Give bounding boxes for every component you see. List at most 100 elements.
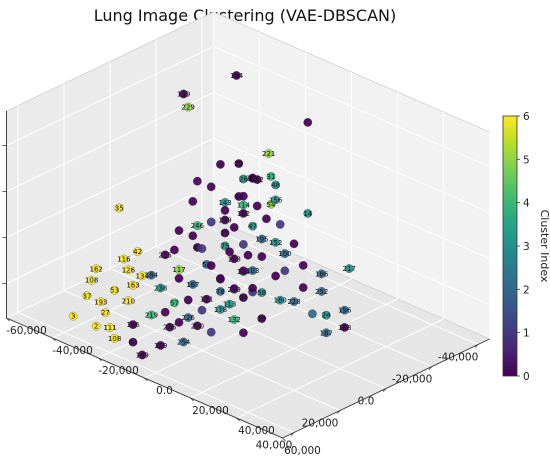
colorbar-tick-label: 2 <box>523 284 530 296</box>
point-label: 215 <box>159 251 172 259</box>
y-tick-mark <box>290 432 295 436</box>
data-point <box>128 337 138 347</box>
point-label: 94 <box>239 294 248 302</box>
point-label: 35 <box>115 205 124 213</box>
data-point <box>202 294 212 304</box>
data-point <box>169 298 179 308</box>
point-label: 40 <box>193 244 202 252</box>
point-label: 75 <box>221 243 230 251</box>
data-point <box>275 219 285 229</box>
data-point <box>156 283 166 293</box>
point-label: 114 <box>237 202 251 210</box>
grid-line <box>213 46 490 167</box>
data-point <box>215 286 225 296</box>
point-label: 59 <box>257 315 266 323</box>
x-tick-label: -40,000 <box>52 345 93 357</box>
y-tick-label: 0.0 <box>358 396 375 408</box>
data-point <box>257 234 267 244</box>
point-label: 132 <box>228 316 241 324</box>
grid-line <box>155 246 433 367</box>
colorbar-label: Cluster Index <box>538 210 550 283</box>
colorbar-tick-label: 0 <box>523 371 530 383</box>
colorbar-tick-label: 4 <box>523 198 530 210</box>
point-label: 187 <box>186 281 199 289</box>
z-tick-label: 40,000 <box>0 141 1 153</box>
data-point <box>317 269 327 279</box>
point-label: 184 <box>145 272 159 280</box>
z-tick-label: 20,000 <box>0 187 1 199</box>
data-point <box>197 244 207 254</box>
data-point <box>321 310 331 320</box>
y-tick-label: 20,000 <box>302 418 339 430</box>
x-tick-mark <box>236 417 240 422</box>
data-point <box>271 195 281 205</box>
data-point <box>110 333 120 343</box>
colorbar-tick-label: 6 <box>523 111 530 123</box>
y-tick-label: -40,000 <box>438 352 479 364</box>
data-point <box>229 315 239 325</box>
grid-line <box>109 268 387 389</box>
data-point <box>238 239 248 249</box>
point-label: 182 <box>251 176 264 184</box>
point-label: 26 <box>239 176 248 184</box>
data-point <box>280 249 290 259</box>
point-label: 27 <box>101 309 110 317</box>
data-point <box>192 221 202 231</box>
point-label: 3 <box>71 313 75 321</box>
data-point <box>248 283 258 293</box>
x-tick-mark <box>98 357 102 362</box>
point-label: 160 <box>274 297 287 305</box>
point-label: 103 <box>246 267 259 275</box>
grid-line <box>6 92 214 192</box>
data-point <box>188 231 198 241</box>
y-tick-mark <box>382 388 387 392</box>
data-point <box>146 270 156 280</box>
data-point <box>137 271 147 281</box>
data-point <box>192 321 202 331</box>
data-point <box>275 295 285 305</box>
data-point <box>91 321 101 331</box>
point-label: 57 <box>170 299 179 307</box>
data-point <box>128 320 138 330</box>
data-point <box>317 286 327 296</box>
data-point <box>225 247 235 257</box>
data-point <box>206 217 216 227</box>
data-point <box>238 328 248 338</box>
grid-line <box>201 224 479 345</box>
data-point <box>238 191 248 201</box>
point-label: 163 <box>126 282 139 290</box>
data-point <box>137 350 147 360</box>
data-point <box>133 247 143 257</box>
data-point <box>234 159 244 169</box>
colorbar-tick-label: 1 <box>523 328 530 340</box>
point-label: 116 <box>117 256 131 264</box>
data-point <box>206 327 216 337</box>
y-tick-label: -20,000 <box>392 374 433 386</box>
point-label: 31 <box>267 173 276 181</box>
data-point <box>321 328 331 338</box>
point-label: 58 <box>257 289 266 297</box>
data-point <box>179 337 189 347</box>
data-point <box>257 288 267 298</box>
data-point <box>123 265 133 275</box>
point-label: 199 <box>218 217 231 225</box>
point-label: 178 <box>214 306 227 314</box>
point-label: 42 <box>133 248 142 256</box>
point-label: 134 <box>136 272 150 280</box>
point-label: 54 <box>267 201 276 209</box>
x-tick-label: 20,000 <box>192 405 229 417</box>
point-label: 252 <box>315 288 328 296</box>
grid-line <box>6 46 214 146</box>
data-point <box>280 266 290 276</box>
data-point <box>340 305 350 315</box>
data-point <box>82 291 92 301</box>
data-point <box>197 305 207 315</box>
point-label: 84 <box>129 339 138 347</box>
point-label: 152 <box>269 239 282 247</box>
point-label: 113 <box>223 301 236 309</box>
x-tick-mark <box>6 317 10 322</box>
data-point <box>206 182 216 192</box>
data-point <box>215 304 225 314</box>
data-point <box>105 323 115 333</box>
data-point <box>243 250 253 260</box>
